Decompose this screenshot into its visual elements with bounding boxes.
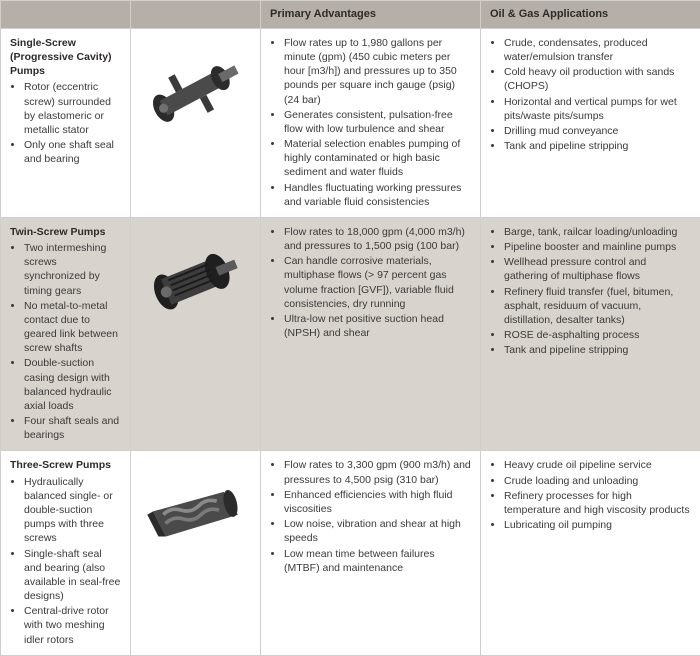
- advantages-cell: Flow rates to 18,000 gpm (4,000 m3/h) an…: [261, 217, 481, 451]
- list-item: Tank and pipeline stripping: [504, 343, 691, 357]
- table-row: Twin-Screw Pumps Two intermeshing screws …: [1, 217, 700, 451]
- applications-list: Heavy crude oil pipeline service Crude lo…: [490, 458, 691, 532]
- header-image: [131, 1, 261, 29]
- pump-title: Three-Screw Pumps: [10, 458, 121, 472]
- list-item: Horizontal and vertical pumps for wet pi…: [504, 95, 691, 123]
- pump-type-cell: Three-Screw Pumps Hydraulically balanced …: [1, 451, 131, 655]
- pump-title: Single-Screw (Progressive Cavity) Pumps: [10, 36, 121, 79]
- list-item: Single-shaft seal and bearing (also avai…: [24, 547, 121, 604]
- list-item: Refinery processes for high temperature …: [504, 489, 691, 517]
- list-item: Can handle corrosive materials, multipha…: [284, 254, 471, 311]
- applications-cell: Crude, condensates, produced water/emuls…: [481, 28, 700, 217]
- list-item: Handles fluctuating working pressures an…: [284, 181, 471, 209]
- list-item: Wellhead pressure control and gathering …: [504, 255, 691, 283]
- list-item: Double-suction casing design with balanc…: [24, 356, 121, 413]
- list-item: Low mean time between failures (MTBF) an…: [284, 547, 471, 575]
- list-item: Hydraulically balanced single- or double…: [24, 475, 121, 546]
- feature-list: Two intermeshing screws synchronized by …: [10, 241, 121, 442]
- three-screw-pump-icon: [140, 458, 251, 568]
- list-item: Two intermeshing screws synchronized by …: [24, 241, 121, 298]
- list-item: Barge, tank, railcar loading/unloading: [504, 225, 691, 239]
- list-item: Rotor (eccentric screw) surrounded by el…: [24, 80, 121, 137]
- header-row: Primary Advantages Oil & Gas Application…: [1, 1, 700, 29]
- list-item: Cold heavy oil production with sands (CH…: [504, 65, 691, 93]
- feature-list: Hydraulically balanced single- or double…: [10, 475, 121, 647]
- applications-cell: Heavy crude oil pipeline service Crude lo…: [481, 451, 700, 655]
- feature-list: Rotor (eccentric screw) surrounded by el…: [10, 80, 121, 166]
- pump-image-cell: [131, 451, 261, 655]
- list-item: Crude, condensates, produced water/emuls…: [504, 36, 691, 64]
- list-item: Enhanced efficiencies with high fluid vi…: [284, 488, 471, 516]
- list-item: Material selection enables pumping of hi…: [284, 137, 471, 180]
- advantages-cell: Flow rates up to 1,980 gallons per minut…: [261, 28, 481, 217]
- header-advantages: Primary Advantages: [261, 1, 481, 29]
- single-screw-pump-icon: [140, 36, 251, 146]
- twin-screw-pump-icon: [140, 225, 251, 335]
- list-item: Tank and pipeline stripping: [504, 139, 691, 153]
- list-item: ROSE de-asphalting process: [504, 328, 691, 342]
- applications-list: Barge, tank, railcar loading/unloadingPi…: [490, 225, 691, 358]
- table-row: Three-Screw Pumps Hydraulically balanced …: [1, 451, 700, 655]
- header-type: [1, 1, 131, 29]
- header-applications: Oil & Gas Applications: [481, 1, 700, 29]
- list-item: Low noise, vibration and shear at high s…: [284, 517, 471, 545]
- list-item: Four shaft seals and bearings: [24, 414, 121, 442]
- list-item: Flow rates up to 1,980 gallons per minut…: [284, 36, 471, 107]
- list-item: Generates consistent, pulsation-free flo…: [284, 108, 471, 136]
- pump-type-cell: Single-Screw (Progressive Cavity) PumpsR…: [1, 28, 131, 217]
- list-item: Lubricating oil pumping: [504, 518, 691, 532]
- pump-title: Twin-Screw Pumps: [10, 225, 121, 239]
- list-item: Only one shaft seal and bearing: [24, 138, 121, 166]
- list-item: Heavy crude oil pipeline service: [504, 458, 691, 472]
- advantages-list: Flow rates to 18,000 gpm (4,000 m3/h) an…: [270, 225, 471, 340]
- list-item: Flow rates to 18,000 gpm (4,000 m3/h) an…: [284, 225, 471, 253]
- applications-cell: Barge, tank, railcar loading/unloadingPi…: [481, 217, 700, 451]
- list-item: Ultra-low net positive suction head (NPS…: [284, 312, 471, 340]
- pump-comparison-table: Primary Advantages Oil & Gas Application…: [0, 0, 700, 656]
- applications-list: Crude, condensates, produced water/emuls…: [490, 36, 691, 153]
- list-item: Pipeline booster and mainline pumps: [504, 240, 691, 254]
- pump-image-cell: [131, 217, 261, 451]
- list-item: Flow rates to 3,300 gpm (900 m3/h) and p…: [284, 458, 471, 486]
- list-item: No metal-to-metal contact due to geared …: [24, 299, 121, 356]
- advantages-list: Flow rates up to 1,980 gallons per minut…: [270, 36, 471, 209]
- list-item: Central-drive rotor with two meshing idl…: [24, 604, 121, 647]
- advantages-cell: Flow rates to 3,300 gpm (900 m3/h) and p…: [261, 451, 481, 655]
- list-item: Refinery fluid transfer (fuel, bitumen, …: [504, 285, 691, 328]
- list-item: Drilling mud conveyance: [504, 124, 691, 138]
- pump-type-cell: Twin-Screw Pumps Two intermeshing screws …: [1, 217, 131, 451]
- advantages-list: Flow rates to 3,300 gpm (900 m3/h) and p…: [270, 458, 471, 574]
- pump-image-cell: [131, 28, 261, 217]
- table-row: Single-Screw (Progressive Cavity) PumpsR…: [1, 28, 700, 217]
- list-item: Crude loading and unloading: [504, 474, 691, 488]
